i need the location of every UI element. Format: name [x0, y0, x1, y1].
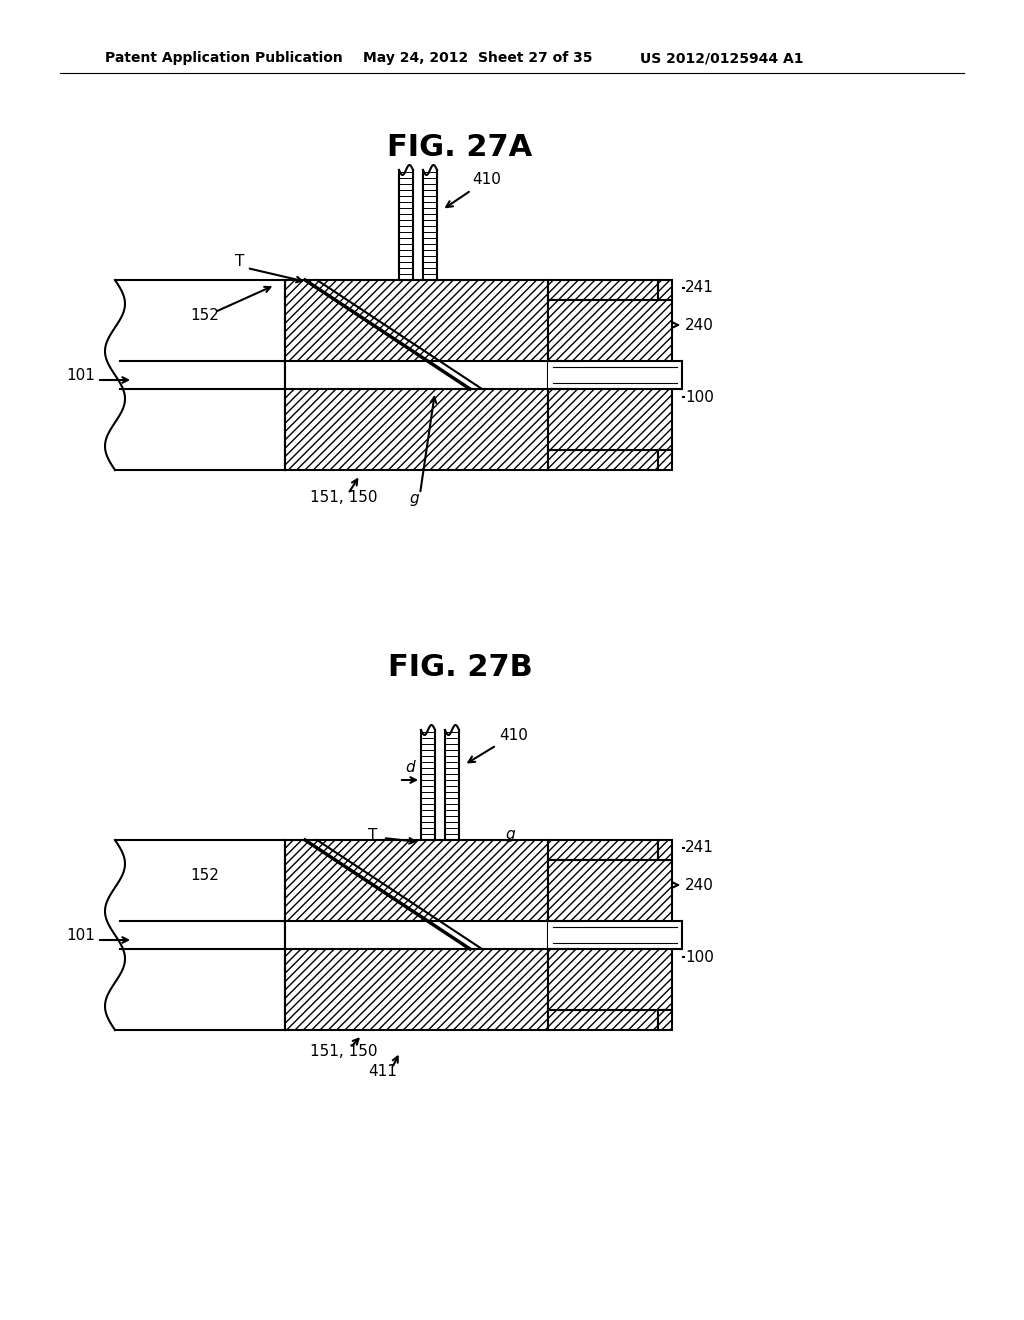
- Text: Patent Application Publication: Patent Application Publication: [105, 51, 343, 65]
- Text: May 24, 2012  Sheet 27 of 35: May 24, 2012 Sheet 27 of 35: [362, 51, 593, 65]
- Text: 410: 410: [468, 727, 528, 763]
- Text: g: g: [410, 491, 420, 506]
- Text: 152: 152: [190, 308, 219, 322]
- Text: 100: 100: [685, 389, 714, 404]
- Text: US 2012/0125944 A1: US 2012/0125944 A1: [640, 51, 804, 65]
- Bar: [548, 360, 692, 389]
- Text: 240: 240: [685, 878, 714, 892]
- Bar: [548, 450, 658, 470]
- Bar: [658, 450, 672, 470]
- Text: T: T: [369, 828, 378, 842]
- Bar: [658, 280, 672, 300]
- Bar: [285, 921, 578, 949]
- Text: 240: 240: [685, 318, 714, 333]
- Bar: [285, 360, 578, 389]
- Bar: [548, 840, 658, 861]
- Bar: [548, 280, 658, 300]
- Bar: [285, 280, 548, 470]
- Text: g: g: [505, 828, 515, 842]
- Text: d: d: [406, 760, 415, 776]
- Text: 100: 100: [685, 949, 714, 965]
- Bar: [548, 861, 672, 1010]
- Bar: [548, 921, 692, 949]
- Text: 101: 101: [67, 928, 95, 942]
- Text: 151, 150: 151, 150: [310, 491, 378, 506]
- Text: 241: 241: [685, 281, 714, 296]
- Bar: [285, 840, 548, 1030]
- Text: T: T: [236, 255, 245, 269]
- Text: 101: 101: [67, 367, 95, 383]
- Text: 241: 241: [685, 841, 714, 855]
- Bar: [658, 1010, 672, 1030]
- Bar: [548, 300, 672, 450]
- Bar: [658, 840, 672, 861]
- Text: 411: 411: [368, 1064, 397, 1080]
- Text: 151, 150: 151, 150: [310, 1044, 378, 1060]
- Text: 410: 410: [446, 173, 501, 207]
- Text: FIG. 27B: FIG. 27B: [388, 653, 532, 682]
- Bar: [548, 1010, 658, 1030]
- Text: FIG. 27A: FIG. 27A: [387, 133, 532, 162]
- Text: 152: 152: [190, 867, 219, 883]
